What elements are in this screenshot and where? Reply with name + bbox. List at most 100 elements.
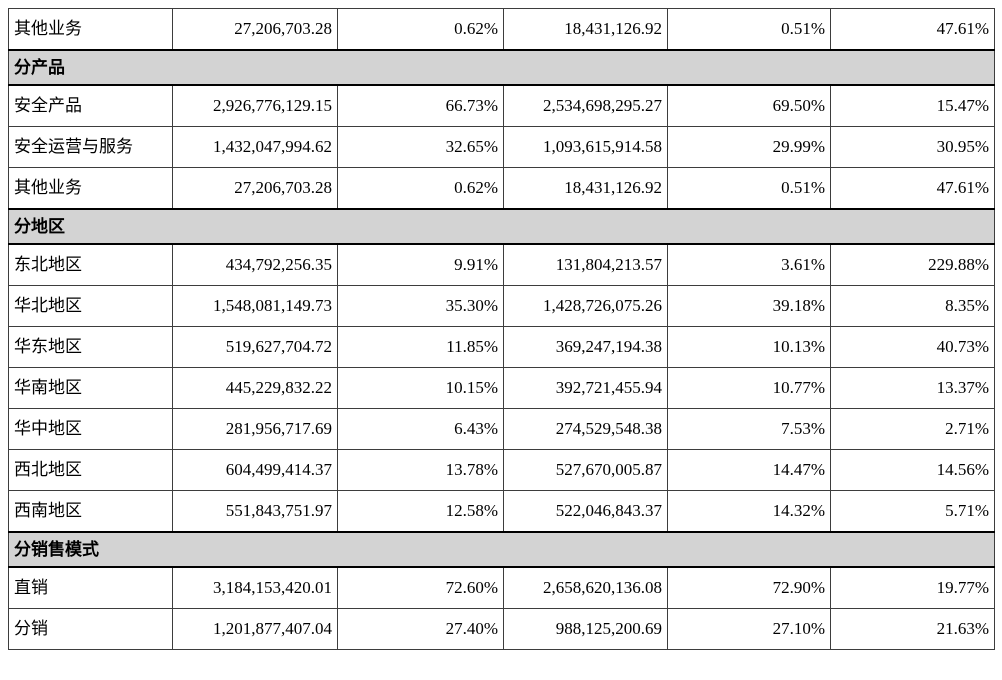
pct-prior-cell: 0.51%: [667, 8, 831, 51]
pct-change-cell: 19.77%: [830, 566, 995, 609]
amount-prior-cell: 18,431,126.92: [503, 167, 668, 210]
amount-current-cell: 2,926,776,129.15: [172, 84, 338, 127]
amount-prior-cell: 527,670,005.87: [503, 449, 668, 491]
amount-current-cell: 27,206,703.28: [172, 167, 338, 210]
pct-current-cell: 6.43%: [337, 408, 504, 450]
amount-current-cell: 1,201,877,407.04: [172, 608, 338, 650]
table-row: 直销 3,184,153,420.01 72.60% 2,658,620,136…: [8, 566, 995, 609]
pct-current-cell: 13.78%: [337, 449, 504, 491]
row-label: 东北地区: [8, 243, 173, 286]
pct-current-cell: 10.15%: [337, 367, 504, 409]
section-header-row: 分产品: [8, 49, 995, 86]
amount-current-cell: 1,548,081,149.73: [172, 285, 338, 327]
table-row: 西北地区 604,499,414.37 13.78% 527,670,005.8…: [8, 449, 995, 491]
row-label: 安全运营与服务: [8, 126, 173, 168]
section-header-label: 分销售模式: [8, 531, 995, 568]
pct-change-cell: 5.71%: [830, 490, 995, 533]
pct-current-cell: 32.65%: [337, 126, 504, 168]
pct-prior-cell: 29.99%: [667, 126, 831, 168]
amount-prior-cell: 392,721,455.94: [503, 367, 668, 409]
table-body: 其他业务 27,206,703.28 0.62% 18,431,126.92 0…: [8, 8, 995, 650]
pct-current-cell: 12.58%: [337, 490, 504, 533]
row-label: 华中地区: [8, 408, 173, 450]
pct-current-cell: 9.91%: [337, 243, 504, 286]
table-row: 西南地区 551,843,751.97 12.58% 522,046,843.3…: [8, 490, 995, 533]
pct-prior-cell: 10.77%: [667, 367, 831, 409]
amount-prior-cell: 2,534,698,295.27: [503, 84, 668, 127]
amount-prior-cell: 988,125,200.69: [503, 608, 668, 650]
row-label: 华北地区: [8, 285, 173, 327]
amount-current-cell: 604,499,414.37: [172, 449, 338, 491]
table-row: 安全运营与服务 1,432,047,994.62 32.65% 1,093,61…: [8, 126, 995, 168]
pct-prior-cell: 0.51%: [667, 167, 831, 210]
amount-prior-cell: 1,093,615,914.58: [503, 126, 668, 168]
amount-current-cell: 1,432,047,994.62: [172, 126, 338, 168]
amount-current-cell: 27,206,703.28: [172, 8, 338, 51]
pct-change-cell: 47.61%: [830, 167, 995, 210]
table-row: 其他业务 27,206,703.28 0.62% 18,431,126.92 0…: [8, 8, 995, 51]
pct-current-cell: 0.62%: [337, 167, 504, 210]
table-row: 华南地区 445,229,832.22 10.15% 392,721,455.9…: [8, 367, 995, 409]
pct-change-cell: 13.37%: [830, 367, 995, 409]
table-row: 华东地区 519,627,704.72 11.85% 369,247,194.3…: [8, 326, 995, 368]
row-label: 华南地区: [8, 367, 173, 409]
pct-prior-cell: 3.61%: [667, 243, 831, 286]
amount-prior-cell: 131,804,213.57: [503, 243, 668, 286]
amount-current-cell: 519,627,704.72: [172, 326, 338, 368]
amount-current-cell: 551,843,751.97: [172, 490, 338, 533]
pct-current-cell: 72.60%: [337, 566, 504, 609]
amount-current-cell: 281,956,717.69: [172, 408, 338, 450]
pct-change-cell: 15.47%: [830, 84, 995, 127]
pct-current-cell: 66.73%: [337, 84, 504, 127]
table-row: 分销 1,201,877,407.04 27.40% 988,125,200.6…: [8, 608, 995, 650]
amount-prior-cell: 274,529,548.38: [503, 408, 668, 450]
pct-change-cell: 8.35%: [830, 285, 995, 327]
amount-current-cell: 3,184,153,420.01: [172, 566, 338, 609]
section-header-row: 分地区: [8, 208, 995, 245]
table-row: 其他业务 27,206,703.28 0.62% 18,431,126.92 0…: [8, 167, 995, 210]
pct-current-cell: 35.30%: [337, 285, 504, 327]
pct-current-cell: 0.62%: [337, 8, 504, 51]
row-label: 其他业务: [8, 167, 173, 210]
pct-change-cell: 14.56%: [830, 449, 995, 491]
pct-prior-cell: 27.10%: [667, 608, 831, 650]
pct-change-cell: 30.95%: [830, 126, 995, 168]
pct-prior-cell: 72.90%: [667, 566, 831, 609]
table-row: 华北地区 1,548,081,149.73 35.30% 1,428,726,0…: [8, 285, 995, 327]
pct-change-cell: 21.63%: [830, 608, 995, 650]
amount-prior-cell: 2,658,620,136.08: [503, 566, 668, 609]
table-row: 华中地区 281,956,717.69 6.43% 274,529,548.38…: [8, 408, 995, 450]
pct-prior-cell: 39.18%: [667, 285, 831, 327]
amount-prior-cell: 1,428,726,075.26: [503, 285, 668, 327]
table-row: 东北地区 434,792,256.35 9.91% 131,804,213.57…: [8, 243, 995, 286]
row-label: 华东地区: [8, 326, 173, 368]
section-header-label: 分产品: [8, 49, 995, 86]
pct-change-cell: 40.73%: [830, 326, 995, 368]
row-label: 安全产品: [8, 84, 173, 127]
pct-prior-cell: 10.13%: [667, 326, 831, 368]
amount-current-cell: 445,229,832.22: [172, 367, 338, 409]
pct-prior-cell: 7.53%: [667, 408, 831, 450]
pct-prior-cell: 69.50%: [667, 84, 831, 127]
financial-breakdown-table: 其他业务 27,206,703.28 0.62% 18,431,126.92 0…: [8, 8, 995, 650]
amount-prior-cell: 18,431,126.92: [503, 8, 668, 51]
pct-prior-cell: 14.47%: [667, 449, 831, 491]
pct-current-cell: 27.40%: [337, 608, 504, 650]
section-header-label: 分地区: [8, 208, 995, 245]
row-label: 西南地区: [8, 490, 173, 533]
row-label: 西北地区: [8, 449, 173, 491]
row-label: 直销: [8, 566, 173, 609]
amount-prior-cell: 369,247,194.38: [503, 326, 668, 368]
row-label: 分销: [8, 608, 173, 650]
row-label: 其他业务: [8, 8, 173, 51]
pct-current-cell: 11.85%: [337, 326, 504, 368]
pct-change-cell: 47.61%: [830, 8, 995, 51]
table-row: 安全产品 2,926,776,129.15 66.73% 2,534,698,2…: [8, 84, 995, 127]
pct-prior-cell: 14.32%: [667, 490, 831, 533]
pct-change-cell: 2.71%: [830, 408, 995, 450]
amount-current-cell: 434,792,256.35: [172, 243, 338, 286]
amount-prior-cell: 522,046,843.37: [503, 490, 668, 533]
pct-change-cell: 229.88%: [830, 243, 995, 286]
section-header-row: 分销售模式: [8, 531, 995, 568]
